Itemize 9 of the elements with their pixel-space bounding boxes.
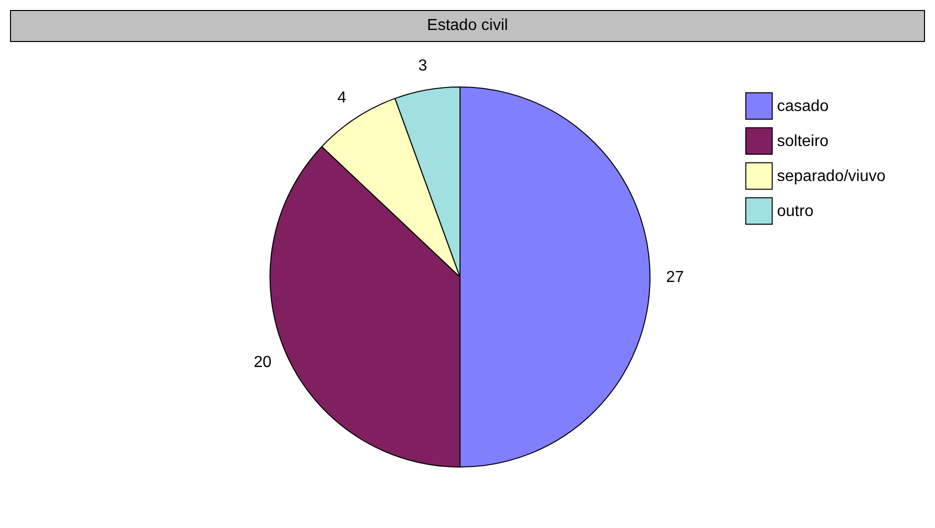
legend-label: outro bbox=[777, 203, 814, 220]
data-label: 27 bbox=[666, 269, 684, 286]
legend-label: solteiro bbox=[777, 133, 829, 150]
data-label: 3 bbox=[418, 57, 428, 74]
legend-label: separado/viuvo bbox=[777, 168, 886, 185]
legend-label: casado bbox=[777, 98, 829, 115]
data-label: 20 bbox=[254, 354, 272, 372]
data-label: 4 bbox=[337, 89, 346, 106]
chart-title: Estado civil bbox=[10, 10, 925, 42]
